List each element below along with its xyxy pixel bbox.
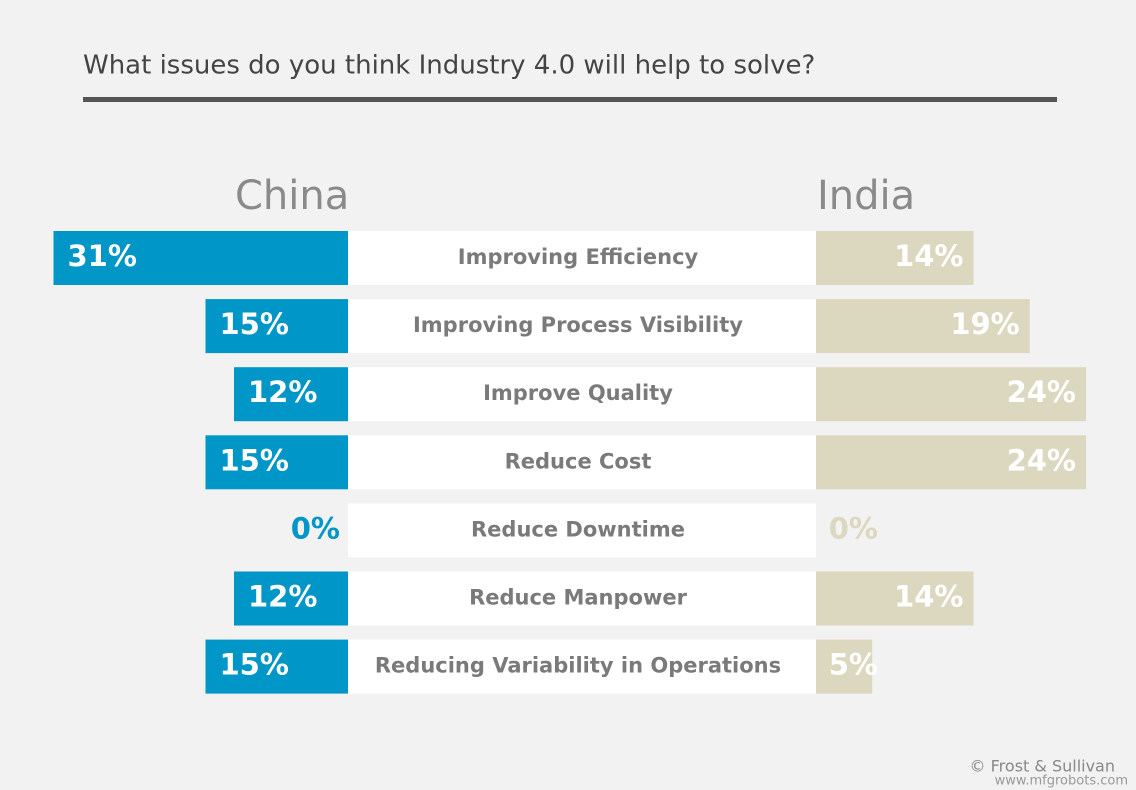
value-label: 15% [220,443,289,477]
value-label: 12% [248,580,317,614]
watermark: www.mfgrobots.com [995,774,1128,789]
bar [816,571,974,626]
bar [816,231,974,285]
category-band [348,299,816,354]
bar [816,299,1030,354]
bar [816,639,873,694]
bar [234,367,348,422]
series-header: India [817,173,915,219]
value-label: 12% [248,375,317,409]
value-label: 5% [829,648,878,682]
category-band [348,639,816,694]
category-label: Improving Process Visibility [413,313,743,337]
category-band [348,231,816,285]
category-label: Improving Efficiency [458,245,699,269]
bar [205,435,348,490]
value-label: 19% [950,307,1019,341]
value-label: 14% [894,580,963,614]
category-label: Reducing Variability in Operations [375,654,781,678]
value-label: 24% [1007,375,1076,409]
series-header: China [235,173,349,219]
category-band [348,503,816,558]
value-label: 31% [68,239,137,273]
value-label: 14% [894,239,963,273]
bar [816,435,1086,490]
value-label: 0% [829,511,878,545]
title-rule [83,97,1057,102]
bar [53,231,348,285]
category-band [348,571,816,626]
bar [205,639,348,694]
bar [234,571,348,626]
value-label: 0% [291,511,340,545]
value-label: 15% [220,307,289,341]
category-band [348,367,816,422]
category-label: Reduce Cost [505,449,652,473]
category-label: Reduce Downtime [471,517,685,541]
bar [205,299,348,354]
value-label: 24% [1007,443,1076,477]
bar [816,367,1086,422]
category-label: Reduce Manpower [469,586,688,610]
chart-title: What issues do you think Industry 4.0 wi… [83,51,815,81]
category-band [348,435,816,490]
source: © Frost & Sullivan [970,757,1115,776]
value-label: 15% [220,648,289,682]
category-label: Improve Quality [483,381,673,405]
